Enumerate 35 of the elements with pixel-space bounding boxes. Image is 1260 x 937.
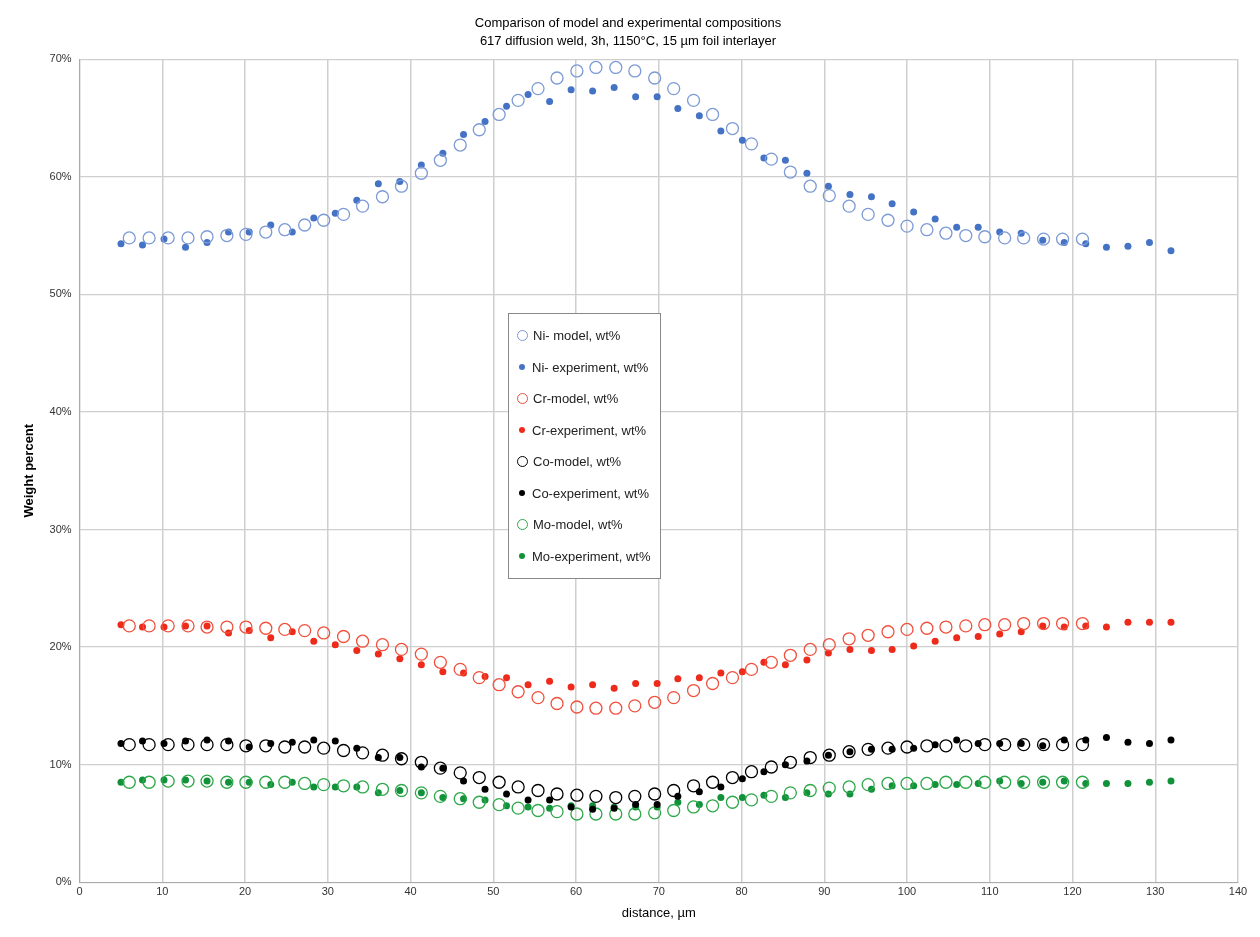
legend-label: Mo-experiment, wt%: [532, 548, 651, 564]
y-tick-label: 30%: [49, 522, 72, 535]
y-tick-label: 10%: [49, 757, 72, 770]
x-tick-label: 70: [652, 884, 665, 897]
x-tick-label: 140: [1228, 884, 1248, 897]
legend-label: Ni- experiment, wt%: [532, 359, 649, 375]
y-tick-label: 40%: [49, 404, 72, 417]
legend-label: Cr-experiment, wt%: [532, 422, 647, 438]
x-tick-label: 130: [1146, 884, 1165, 897]
y-tick-label: 60%: [49, 169, 72, 182]
y-tick-label: 70%: [49, 52, 72, 65]
x-tick-label: 90: [818, 884, 831, 897]
y-tick-label: 50%: [49, 287, 72, 300]
legend-label: Co-model, wt%: [533, 454, 622, 470]
y-tick-label: 20%: [49, 640, 72, 653]
chart-title: Comparison of model and experimental compositions: [474, 15, 782, 31]
x-tick-label: 80: [735, 884, 748, 897]
x-tick-label: 100: [897, 884, 917, 897]
x-tick-label: 60: [569, 884, 583, 897]
x-tick-label: 120: [1063, 884, 1082, 897]
x-tick-label: 110: [981, 884, 999, 897]
legend-label: Ni- model, wt%: [533, 328, 621, 344]
legend-label: Cr-model, wt%: [533, 391, 619, 407]
y-axis-title: Weight percent: [21, 423, 37, 518]
x-tick-label: 30: [321, 884, 334, 897]
x-tick-label: 40: [404, 884, 417, 897]
x-tick-label: 50: [487, 884, 500, 897]
legend-label: Mo-model, wt%: [533, 517, 623, 533]
chart-subtitle: 617 diffusion weld, 3h, 1150°C, 15 µm foil interlayer: [479, 32, 777, 48]
legend-label: Co-experiment, wt%: [532, 485, 650, 501]
x-axis-title: distance, µm: [621, 904, 696, 920]
x-tick-label: 0: [76, 884, 83, 897]
y-tick-label: 0%: [55, 875, 72, 888]
x-tick-label: 10: [156, 884, 169, 897]
x-tick-label: 20: [238, 884, 252, 897]
